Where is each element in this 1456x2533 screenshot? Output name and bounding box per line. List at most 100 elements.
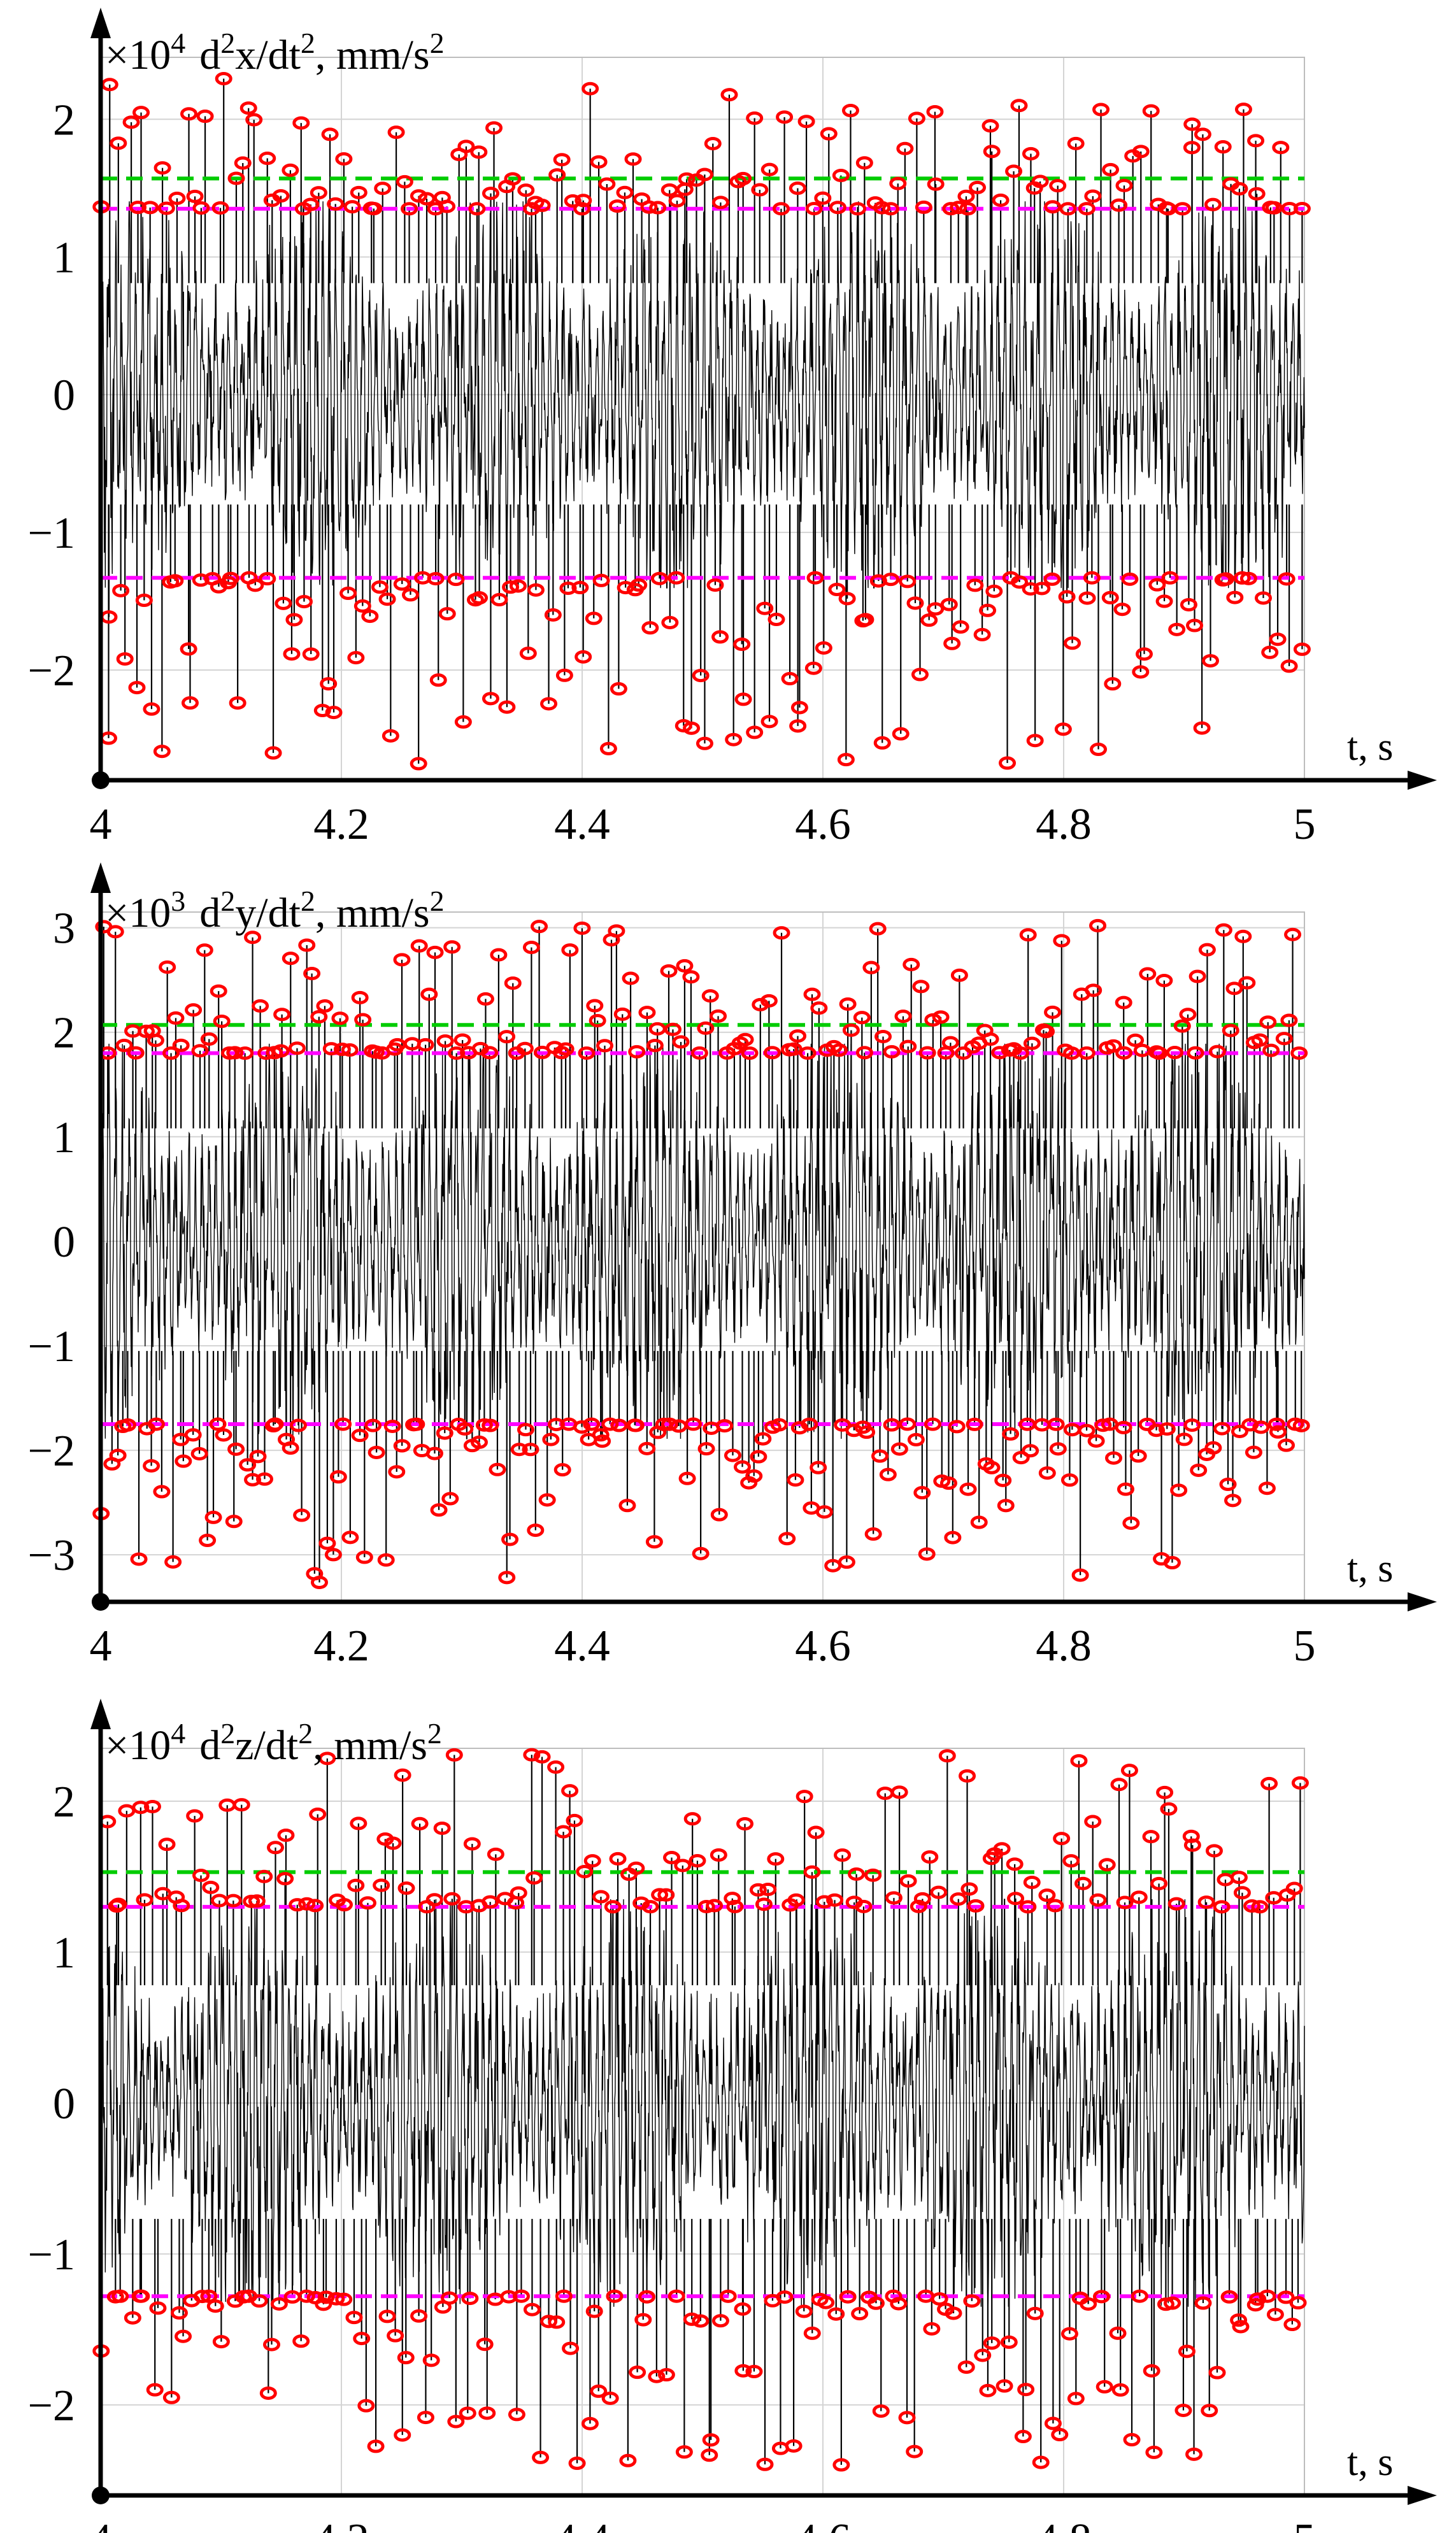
peak-marker: [906, 2444, 924, 2458]
peak-marker: [754, 1432, 772, 1446]
peak-marker: [354, 1013, 372, 1027]
peak-marker: [661, 615, 679, 629]
peak-marker: [1111, 2383, 1129, 2397]
peak-marker: [667, 2289, 685, 2303]
peak-marker: [192, 1869, 210, 1883]
peak-marker: [1238, 976, 1256, 990]
peak-marker: [498, 700, 516, 714]
peak-marker: [583, 1417, 601, 1431]
peak-marker: [443, 1892, 461, 1906]
peak-marker: [957, 2360, 975, 2374]
peak-marker: [789, 1029, 807, 1043]
peak-marker: [790, 701, 808, 715]
peak-marker: [522, 1443, 539, 1457]
peak-markers: [92, 918, 1310, 1590]
peak-marker: [826, 1893, 844, 1907]
peak-marker: [601, 1417, 619, 1431]
peak-marker: [1259, 2289, 1276, 2303]
peak-marker: [445, 1748, 463, 1762]
peak-marker: [894, 1010, 912, 1024]
peak-marker: [410, 757, 427, 771]
panel-x-acceleration: 4 4.2 4.4 4.6 4.8 5 −2 −1 0 1 2 ×104 d2x/dt2, mm/s…: [28, 8, 1437, 849]
peak-marker: [109, 1448, 127, 1462]
peak-marker: [339, 587, 357, 601]
peak-marker: [983, 2336, 1001, 2350]
peak-marker: [478, 2406, 496, 2420]
peak-marker: [482, 1418, 499, 1432]
peak-marker: [864, 1527, 882, 1541]
peak-marker: [501, 1532, 519, 1546]
peak-marker: [384, 1836, 402, 1850]
peak-marker: [282, 163, 299, 177]
peak-marker: [1044, 200, 1062, 214]
peak-marker: [429, 673, 447, 687]
peak-marker: [585, 2304, 603, 2318]
peak-marker: [468, 202, 486, 216]
peak-marker: [966, 578, 984, 592]
peak-marker: [298, 938, 316, 952]
peak-marker: [1205, 1844, 1223, 1858]
peak-marker: [196, 110, 214, 124]
peak-marker: [678, 1471, 696, 1485]
peak-marker: [470, 145, 488, 159]
peak-marker: [130, 1552, 148, 1566]
peak-marker: [1046, 1899, 1064, 1913]
peak-marker: [815, 1505, 833, 1519]
peak-marker: [726, 1899, 744, 1913]
peak-marker: [1232, 2320, 1250, 2334]
x-tick-label: 4.6: [795, 800, 851, 849]
peak-marker: [1219, 1478, 1237, 1492]
peak-marker: [394, 2428, 411, 2442]
peak-marker: [981, 1032, 999, 1046]
peak-marker: [1054, 722, 1072, 736]
peak-marker: [690, 1046, 708, 1060]
x-tick-label: 4: [90, 1622, 112, 1671]
peak-marker: [1053, 934, 1071, 948]
peak-marker: [345, 2311, 363, 2325]
peak-marker: [430, 1503, 448, 1517]
peak-markers: [92, 1748, 1309, 2472]
peak-marker: [295, 595, 313, 609]
peak-marker: [1167, 1897, 1185, 1911]
peak-marker: [143, 702, 161, 716]
peak-marker: [827, 2307, 845, 2321]
peak-marker: [1251, 1033, 1269, 1047]
peak-marker: [289, 1898, 306, 1912]
peak-marker: [378, 592, 396, 606]
peak-marker: [1067, 2392, 1085, 2406]
peak-marker: [967, 1899, 985, 1913]
peak-marker: [803, 2326, 821, 2340]
peak-marker: [471, 591, 489, 605]
peak-marker: [318, 1752, 336, 1766]
peak-marker: [701, 2448, 718, 2462]
peak-marker: [613, 1007, 631, 1021]
peak-marker: [317, 2290, 335, 2304]
peak-marker: [186, 189, 204, 203]
peak-marker: [1183, 1418, 1201, 1432]
origin-dot: [92, 1593, 110, 1611]
peak-marker: [1115, 1046, 1133, 1060]
peak-marker: [266, 1417, 284, 1431]
peak-marker: [842, 1023, 860, 1037]
peak-marker: [293, 1508, 311, 1522]
peak-marker: [683, 1812, 701, 1826]
peak-marker: [377, 1553, 395, 1567]
peak-marker: [1208, 1045, 1226, 1059]
peak-marker: [1080, 2297, 1097, 2311]
peak-marker: [683, 2312, 701, 2326]
peak-marker: [1022, 146, 1039, 161]
peak-marker: [950, 968, 968, 982]
peak-marker: [756, 2457, 774, 2471]
y-tick-label: −1: [28, 2230, 75, 2280]
y-tick-label: 3: [53, 904, 75, 953]
y-tick-label: 1: [53, 1113, 75, 1162]
peak-marker: [696, 736, 713, 750]
peak-marker: [830, 1043, 848, 1057]
peak-marker: [1101, 590, 1119, 604]
peak-marker: [382, 729, 399, 743]
peak-marker: [510, 1443, 528, 1457]
peak-marker: [855, 1899, 873, 1913]
peak-marker: [359, 1896, 376, 1910]
peak-marker: [1243, 1899, 1261, 1913]
peak-marker: [908, 111, 925, 125]
